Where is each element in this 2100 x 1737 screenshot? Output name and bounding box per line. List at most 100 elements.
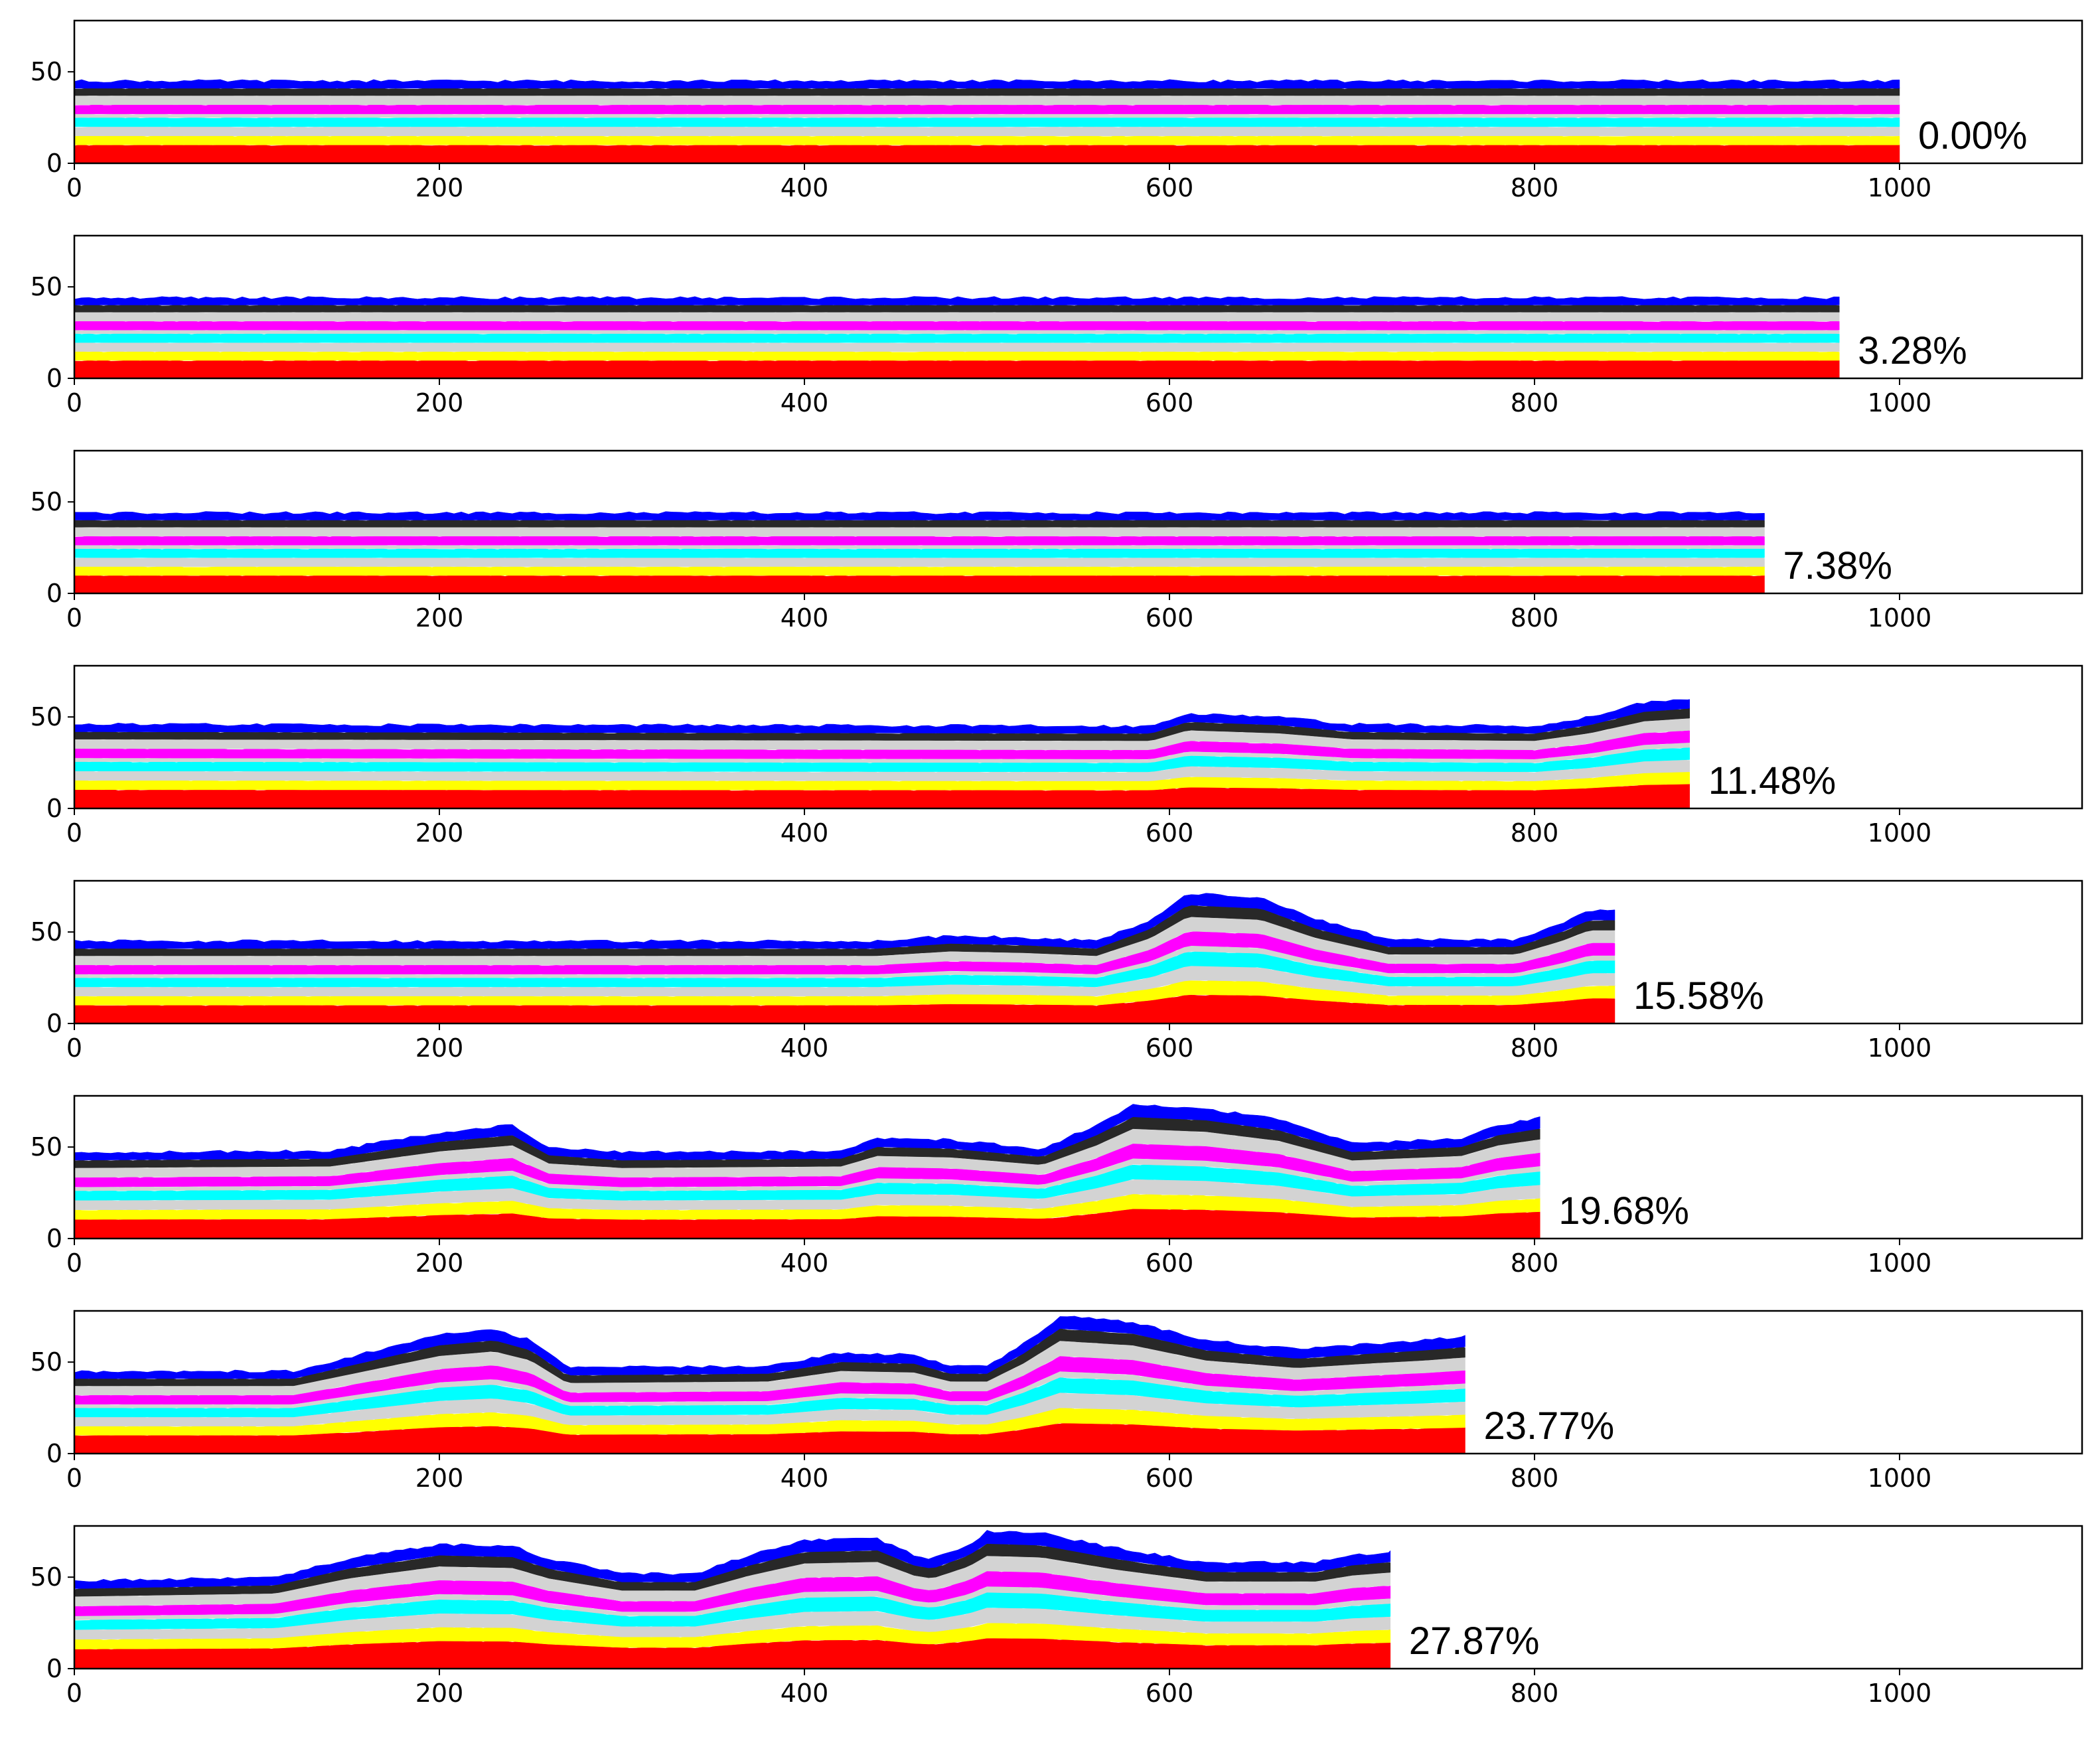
y-tick-label: 0 [46, 794, 62, 823]
x-tick-label: 800 [1511, 603, 1559, 633]
layer-8 [74, 87, 1900, 96]
layer-2 [74, 980, 1615, 1006]
x-tick-label: 0 [66, 388, 82, 417]
layer-4 [74, 1591, 1391, 1630]
x-tick-label: 400 [781, 603, 829, 633]
panel-3: 0 200 400 600 800 1000 0 50 7.38% [31, 449, 2083, 633]
layer-9 [74, 699, 1690, 734]
x-tick-label: 800 [1511, 1033, 1559, 1063]
panel-5: 0 200 400 600 800 1000 0 50 15.58% [31, 879, 2083, 1063]
x-tick-label: 400 [781, 1464, 829, 1493]
panel-4: 0 200 400 600 800 1000 0 50 11.48% [31, 664, 2083, 848]
x-tick-label: 600 [1146, 1464, 1194, 1493]
layer-3 [74, 341, 1840, 352]
y-tick-label: 50 [31, 702, 62, 731]
axes-frame [73, 1095, 2083, 1240]
y-tick-label: 0 [46, 1439, 62, 1468]
x-tick-label: 1000 [1868, 1033, 1932, 1063]
x-tick-label: 0 [66, 1248, 82, 1278]
strain-label: 19.68% [1558, 1189, 1689, 1233]
y-tick-label: 50 [31, 1132, 62, 1162]
x-tick-label: 400 [781, 1679, 829, 1708]
strain-label: 27.87% [1409, 1620, 1540, 1663]
layer-9 [74, 296, 1840, 305]
layer-7 [74, 717, 1690, 751]
layer-5 [74, 113, 1900, 118]
axes-frame [73, 1310, 2083, 1455]
layer-6 [74, 1355, 1465, 1404]
x-tick-label: 1000 [1868, 1464, 1932, 1493]
x-tick-label: 600 [1146, 1033, 1194, 1063]
x-tick-label: 0 [66, 603, 82, 633]
x-tick-label: 200 [415, 603, 464, 633]
panel-2: 0 200 400 600 800 1000 0 50 3.28% [31, 234, 2083, 417]
x-tick-label: 400 [781, 1248, 829, 1278]
axes-frame [73, 1525, 2083, 1670]
x-tick-label: 200 [415, 1464, 464, 1493]
layer-2 [74, 566, 1765, 576]
x-tick-label: 200 [415, 1248, 464, 1278]
layer-2 [74, 1407, 1465, 1436]
layer-8 [74, 708, 1690, 741]
layer-9 [74, 1104, 1540, 1161]
axes-frame [73, 664, 2083, 810]
y-tick-label: 0 [46, 364, 62, 393]
x-tick-label: 400 [781, 1033, 829, 1063]
layer-9 [74, 1316, 1465, 1379]
x-tick-label: 600 [1146, 173, 1194, 202]
y-tick-label: 0 [46, 1654, 62, 1683]
strain-label: 15.58% [1633, 974, 1764, 1018]
y-tick-label: 50 [31, 1347, 62, 1377]
axes-frame [73, 234, 2083, 380]
x-tick-label: 1000 [1868, 1248, 1932, 1278]
strain-label: 11.48% [1708, 759, 1836, 802]
layer-9 [74, 511, 1765, 520]
layer-8 [74, 303, 1840, 313]
layer-6 [74, 730, 1690, 759]
layer-2 [74, 135, 1900, 145]
x-tick-label: 0 [66, 1033, 82, 1063]
y-tick-label: 50 [31, 272, 62, 301]
x-tick-label: 1000 [1868, 1679, 1932, 1708]
y-tick-label: 0 [46, 579, 62, 608]
layer-6 [74, 1143, 1540, 1187]
strain-label: 7.38% [1783, 544, 1892, 587]
x-tick-label: 800 [1511, 818, 1559, 848]
layer-2 [74, 1193, 1540, 1220]
layer-9 [74, 1530, 1391, 1589]
layer-1 [74, 359, 1840, 379]
y-tick-label: 50 [31, 487, 62, 516]
x-tick-label: 600 [1146, 603, 1194, 633]
y-tick-label: 0 [46, 1009, 62, 1038]
x-tick-label: 600 [1146, 818, 1194, 848]
layer-3 [74, 125, 1900, 136]
layer-3 [74, 556, 1765, 567]
x-tick-label: 0 [66, 173, 82, 202]
layer-4 [74, 116, 1900, 127]
layer-4 [74, 746, 1690, 773]
y-tick-label: 0 [46, 149, 62, 178]
x-tick-label: 200 [415, 388, 464, 417]
layer-1 [74, 574, 1765, 594]
x-tick-label: 1000 [1868, 603, 1932, 633]
x-tick-label: 200 [415, 1679, 464, 1708]
layer-4 [74, 333, 1840, 343]
y-tick-label: 50 [31, 1562, 62, 1592]
panel-8: 0 200 400 600 800 1000 0 50 27.87% [31, 1525, 2083, 1708]
layer-7 [74, 311, 1840, 322]
x-tick-label: 400 [781, 388, 829, 417]
layer-9 [74, 893, 1615, 949]
layer-5 [74, 742, 1690, 763]
axes-frame [73, 19, 2083, 165]
layer-6 [74, 320, 1840, 331]
x-tick-label: 600 [1146, 1248, 1194, 1278]
x-tick-label: 1000 [1868, 388, 1932, 417]
layer-6 [74, 104, 1900, 114]
y-tick-label: 50 [31, 917, 62, 946]
strain-label: 0.00% [1918, 114, 2027, 157]
axes-frame [73, 879, 2083, 1025]
layer-1 [74, 143, 1900, 164]
x-tick-label: 0 [66, 1679, 82, 1708]
y-tick-label: 0 [46, 1224, 62, 1253]
